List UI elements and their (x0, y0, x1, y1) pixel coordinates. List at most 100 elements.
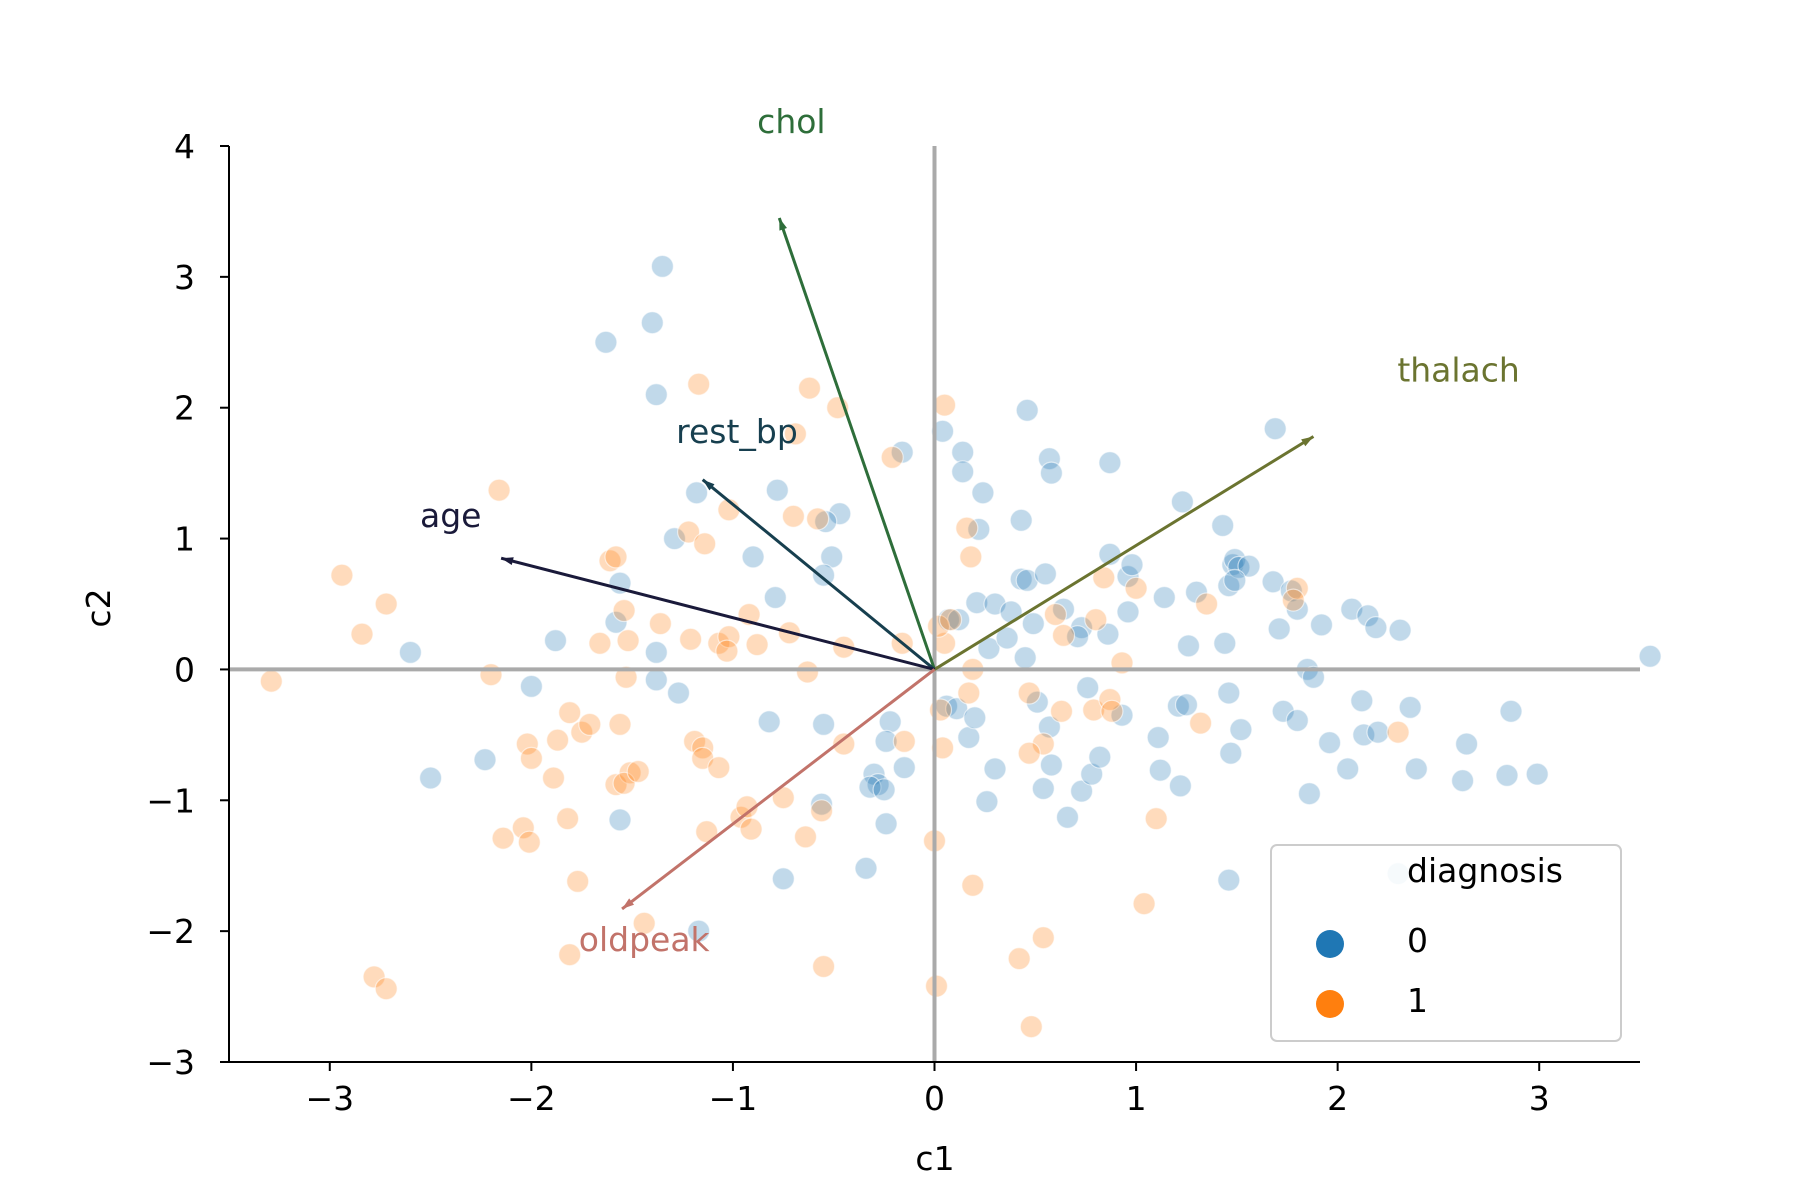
scatter-point-diagnosis-0 (1166, 694, 1191, 718)
scatter-point-diagnosis-0 (398, 640, 422, 665)
loading-arrowhead-oldpeak (622, 898, 635, 909)
scatter-point-diagnosis-0 (892, 755, 916, 780)
scatter-point-diagnosis-1 (515, 732, 539, 756)
scatter-point-diagnosis-0 (1450, 769, 1475, 793)
loading-arrowhead-chol (779, 217, 787, 231)
scatter-point-diagnosis-1 (612, 598, 636, 623)
scatter-point-diagnosis-0 (1388, 618, 1412, 642)
scatter-point-diagnosis-0 (1037, 447, 1062, 471)
scatter-point-diagnosis-1 (1386, 720, 1410, 744)
scatter-point-diagnosis-0 (1152, 585, 1176, 610)
scatter-point-diagnosis-0 (1525, 762, 1549, 786)
x-axis-title: c1 (915, 1139, 954, 1178)
scatter-point-diagnosis-0 (930, 419, 955, 443)
loading-arrow-chol (777, 217, 936, 670)
scatter-point-diagnosis-1 (1194, 592, 1219, 616)
scatter-point-diagnosis-0 (983, 757, 1007, 781)
scatter-point-diagnosis-1 (809, 799, 834, 823)
scatter-point-diagnosis-1 (1281, 588, 1305, 612)
scatter-point-diagnosis-0 (1217, 868, 1241, 892)
scatter-point-diagnosis-1 (707, 755, 731, 780)
scatter-point-diagnosis-0 (1170, 490, 1195, 514)
scatter-point-diagnosis-1 (693, 532, 717, 556)
scatter-point-diagnosis-1 (1031, 926, 1055, 950)
scatter-point-diagnosis-1 (374, 977, 398, 1001)
scatter-point-diagnosis-0 (1237, 554, 1261, 578)
scatter-point-diagnosis-0 (1176, 634, 1201, 658)
scatter-point-diagnosis-0 (1454, 732, 1479, 756)
loading-arrowhead-rest_bp (702, 479, 715, 491)
scatter-point-diagnosis-1 (626, 759, 650, 784)
scatter-point-diagnosis-1 (795, 660, 820, 684)
scatter-point-diagnosis-1 (781, 504, 806, 528)
scatter-point-diagnosis-0 (999, 600, 1023, 624)
scatter-point-diagnosis-1 (374, 592, 398, 616)
scatter-point-diagnosis-0 (1317, 731, 1342, 755)
scatter-point-diagnosis-0 (1217, 681, 1241, 705)
scatter-point-diagnosis-0 (1033, 562, 1058, 586)
scatter-point-diagnosis-0 (874, 729, 898, 754)
scatter-point-diagnosis-1 (1007, 946, 1031, 971)
scatter-point-diagnosis-0 (951, 460, 975, 484)
scatter-point-diagnosis-1 (598, 549, 622, 573)
loading-label-chol: chol (757, 102, 825, 141)
scatter-point-diagnosis-0 (1031, 776, 1055, 801)
scatter-point-diagnosis-1 (959, 545, 983, 569)
scatter-point-diagnosis-0 (809, 792, 834, 816)
scatter-point-diagnosis-1 (614, 665, 638, 689)
scatter-point-diagnosis-0 (967, 517, 991, 542)
scatter-point-diagnosis-1 (541, 766, 566, 790)
scatter-point-diagnosis-1 (632, 911, 656, 935)
scatter-point-diagnosis-0 (644, 640, 668, 665)
legend-label-1: 1 (1407, 981, 1428, 1020)
scatter-point-diagnosis-1 (1082, 698, 1106, 722)
y-tick-label: −1 (146, 781, 195, 820)
scatter-point-diagnosis-1 (682, 729, 707, 754)
scatter-point-diagnosis-0 (1039, 753, 1064, 777)
scatter-point-diagnosis-1 (717, 625, 741, 649)
scatter-point-diagnosis-1 (1043, 602, 1068, 627)
scatter-point-diagnosis-0 (1146, 725, 1170, 750)
scatter-point-diagnosis-0 (757, 710, 781, 734)
scatter-point-diagnosis-1 (511, 816, 535, 840)
scatter-point-diagnosis-0 (1398, 695, 1422, 720)
scatter-point-diagnosis-1 (678, 627, 703, 651)
scatter-point-diagnosis-1 (362, 965, 386, 989)
x-tick-label: −1 (709, 1079, 758, 1118)
scatter-point-diagnosis-0 (473, 748, 497, 772)
scatter-point-diagnosis-0 (1080, 762, 1104, 786)
scatter-point-diagnosis-1 (1132, 892, 1156, 916)
scatter-point-diagnosis-1 (588, 631, 612, 655)
scatter-point-diagnosis-1 (715, 639, 739, 663)
scatter-point-diagnosis-1 (1188, 711, 1213, 735)
scatter-point-diagnosis-0 (995, 626, 1019, 650)
scatter-point-diagnosis-1 (618, 761, 642, 785)
scatter-point-diagnosis-0 (765, 478, 789, 502)
scatter-point-diagnosis-1 (745, 632, 769, 657)
scatter-point-diagnosis-0 (543, 628, 568, 653)
scatter-point-diagnosis-0 (1271, 699, 1295, 723)
scatter-point-diagnosis-1 (1031, 732, 1055, 756)
scatter-point-diagnosis-0 (1364, 615, 1388, 640)
scatter-point-diagnosis-0 (1297, 782, 1322, 806)
y-tick-label: 1 (174, 520, 195, 559)
scatter-point-diagnosis-0 (963, 706, 987, 730)
x-tick-label: 1 (1126, 1079, 1147, 1118)
scatter-point-diagnosis-0 (1098, 451, 1122, 475)
scatter-point-diagnosis-0 (1499, 699, 1523, 723)
scatter-point-diagnosis-0 (650, 254, 675, 278)
scatter-point-diagnosis-0 (1015, 568, 1039, 593)
scatter-point-diagnosis-0 (1309, 613, 1334, 637)
scatter-point-diagnosis-1 (739, 817, 763, 841)
scatter-point-diagnosis-1 (578, 712, 602, 737)
scatter-point-diagnosis-0 (1055, 805, 1080, 829)
scatter-point-diagnosis-0 (1279, 579, 1303, 603)
scatter-point-diagnosis-0 (878, 710, 902, 734)
scatter-point-diagnosis-0 (811, 563, 836, 587)
loading-arrow-oldpeak (621, 668, 936, 911)
scatter-point-diagnosis-0 (662, 526, 687, 551)
scatter-point-diagnosis-0 (1120, 553, 1144, 577)
scatter-point-diagnosis-0 (1009, 508, 1033, 532)
scatter-point-diagnosis-0 (1285, 708, 1309, 733)
legend-marker-1 (1316, 990, 1344, 1018)
